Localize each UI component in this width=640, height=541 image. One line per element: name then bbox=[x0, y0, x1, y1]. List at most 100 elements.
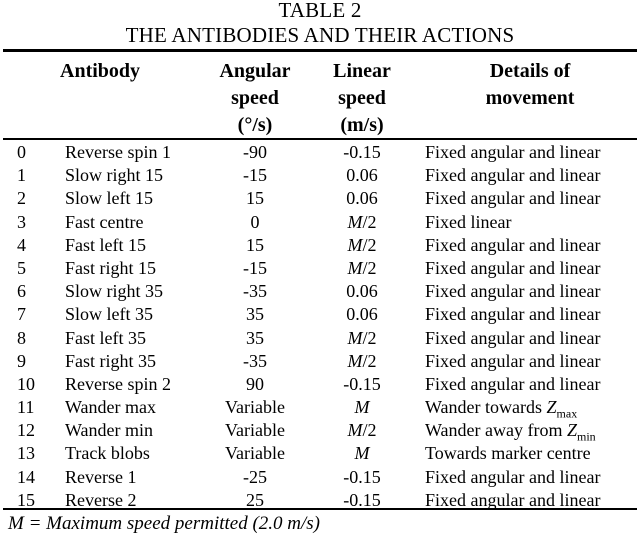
cell-linear-speed: 0.06 bbox=[346, 165, 378, 186]
cell-linear-speed: 0.06 bbox=[346, 188, 378, 209]
cell-details: Fixed angular and linear bbox=[425, 489, 601, 510]
cell-linear-speed: -0.15 bbox=[343, 489, 381, 510]
cell-antibody: Wander max bbox=[65, 397, 157, 418]
cell-linear-speed: M/2 bbox=[347, 211, 377, 232]
cell-antibody: Fast centre bbox=[65, 211, 144, 232]
cell-antibody: Slow right 15 bbox=[65, 165, 164, 186]
cell-details: Fixed linear bbox=[425, 211, 512, 232]
cell-details: Fixed angular and linear bbox=[425, 165, 601, 186]
cell-linear-speed: M/2 bbox=[347, 257, 377, 278]
cell-antibody: Reverse 2 bbox=[65, 489, 137, 510]
cell-details: Fixed angular and linear bbox=[425, 234, 601, 255]
header-linear-line3: (m/s) bbox=[340, 114, 384, 136]
table-row: 10 Reverse spin 2 90 -0.15 Fixed angular and… bbox=[0, 373, 640, 396]
table-title: THE ANTIBODIES AND THEIR ACTIONS bbox=[125, 23, 515, 47]
cell-angular-speed: -25 bbox=[243, 466, 267, 487]
cell-index: 2 bbox=[17, 188, 26, 209]
cell-antibody: Wander min bbox=[65, 420, 154, 441]
table-row: 3 Fast centre 0 M/2 Fixed linear bbox=[0, 211, 640, 234]
cell-linear-speed: 0.06 bbox=[346, 304, 378, 325]
cell-details: Fixed angular and linear bbox=[425, 327, 601, 348]
header-angular-speed: Angular speed (°/s) bbox=[200, 58, 310, 139]
cell-details: Fixed angular and linear bbox=[425, 304, 601, 325]
cell-angular-speed: 15 bbox=[246, 188, 264, 209]
header-antibody: Antibody bbox=[60, 58, 190, 85]
cell-antibody: Fast left 35 bbox=[65, 327, 146, 348]
cell-details: Fixed angular and linear bbox=[425, 257, 601, 278]
cell-linear-speed: 0.06 bbox=[346, 281, 378, 302]
cell-index: 4 bbox=[17, 234, 26, 255]
header-linear-line2: speed bbox=[338, 87, 386, 109]
bottom-rule bbox=[3, 508, 637, 510]
header-angular-line3: (°/s) bbox=[237, 114, 273, 136]
cell-linear-speed: -0.15 bbox=[343, 466, 381, 487]
cell-details: Towards marker centre bbox=[425, 443, 591, 464]
cell-angular-speed: -35 bbox=[243, 350, 267, 371]
header-angular-line2: speed bbox=[231, 87, 279, 109]
cell-antibody: Reverse spin 1 bbox=[65, 142, 171, 162]
cell-index: 13 bbox=[17, 443, 35, 464]
cell-details: Fixed angular and linear bbox=[425, 466, 601, 487]
cell-antibody: Track blobs bbox=[65, 443, 150, 464]
cell-linear-speed: M bbox=[354, 397, 370, 418]
cell-index: 10 bbox=[17, 373, 35, 394]
cell-angular-speed: -35 bbox=[243, 281, 267, 302]
table-row: 1 Slow right 15 -15 0.06 Fixed angular and l… bbox=[0, 164, 640, 187]
table-row: 4 Fast left 15 15 M/2 Fixed angular and line… bbox=[0, 234, 640, 257]
cell-details: Fixed angular and linear bbox=[425, 350, 601, 371]
cell-index: 5 bbox=[17, 257, 26, 278]
header-details: Details of movement bbox=[430, 58, 630, 112]
cell-angular-speed: 15 bbox=[246, 234, 264, 255]
cell-antibody: Fast right 15 bbox=[65, 257, 157, 278]
table-row: 11 Wander max Variable M Wander towards Zmax bbox=[0, 396, 640, 421]
cell-index: 8 bbox=[17, 327, 26, 348]
cell-linear-speed: M/2 bbox=[347, 350, 377, 371]
cell-details: Fixed angular and linear bbox=[425, 142, 601, 162]
table-number: TABLE 2 bbox=[278, 0, 362, 22]
cell-angular-speed: 35 bbox=[246, 304, 264, 325]
cell-angular-speed: Variable bbox=[225, 397, 285, 418]
cell-index: 12 bbox=[17, 420, 35, 441]
cell-linear-speed: M bbox=[354, 443, 370, 464]
cell-angular-speed: -90 bbox=[243, 142, 267, 162]
cell-details: Wander away from Zmin bbox=[425, 420, 596, 444]
cell-linear-speed: M/2 bbox=[347, 327, 377, 348]
table-row: 0 Reverse spin 1 -90 -0.15 Fixed angular and… bbox=[0, 141, 640, 164]
table-row: 6 Slow right 35 -35 0.06 Fixed angular and l… bbox=[0, 280, 640, 303]
cell-antibody: Slow right 35 bbox=[65, 281, 164, 302]
table-body: 0 Reverse spin 1 -90 -0.15 Fixed angular and… bbox=[0, 141, 640, 512]
cell-angular-speed: 0 bbox=[250, 211, 260, 232]
table-row: 13 Track blobs Variable M Towards marker cen… bbox=[0, 442, 640, 465]
cell-index: 0 bbox=[17, 142, 26, 162]
top-rule bbox=[3, 49, 637, 52]
cell-linear-speed: -0.15 bbox=[343, 142, 381, 162]
header-antibody-label: Antibody bbox=[60, 60, 141, 82]
cell-index: 11 bbox=[17, 397, 35, 418]
cell-linear-speed: M/2 bbox=[347, 420, 377, 441]
cell-index: 1 bbox=[17, 165, 26, 186]
cell-details: Fixed angular and linear bbox=[425, 373, 601, 394]
table-row: 15 Reverse 2 25 -0.15 Fixed angular and line… bbox=[0, 489, 640, 512]
cell-index: 15 bbox=[17, 489, 35, 510]
table-row: 5 Fast right 15 -15 M/2 Fixed angular and li… bbox=[0, 257, 640, 280]
cell-angular-speed: 90 bbox=[246, 373, 264, 394]
header-details-line2: movement bbox=[485, 87, 575, 109]
cell-angular-speed: 25 bbox=[246, 489, 264, 510]
header-rule bbox=[3, 138, 637, 140]
cell-details: Fixed angular and linear bbox=[425, 188, 601, 209]
table-footnote: M = Maximum speed permitted (2.0 m/s) bbox=[8, 513, 321, 534]
header-linear-line1: Linear bbox=[333, 60, 391, 82]
cell-details: Wander towards Zmax bbox=[425, 397, 578, 421]
cell-angular-speed: -15 bbox=[243, 257, 267, 278]
cell-index: 9 bbox=[17, 350, 26, 371]
cell-antibody: Reverse spin 2 bbox=[65, 373, 171, 394]
cell-antibody: Reverse 1 bbox=[65, 466, 137, 487]
cell-index: 3 bbox=[17, 211, 26, 232]
cell-antibody: Fast left 15 bbox=[65, 234, 146, 255]
cell-angular-speed: Variable bbox=[225, 420, 285, 441]
table-row: 9 Fast right 35 -35 M/2 Fixed angular and li… bbox=[0, 350, 640, 373]
table-row: 14 Reverse 1 -25 -0.15 Fixed angular and lin… bbox=[0, 466, 640, 489]
cell-antibody: Fast right 35 bbox=[65, 350, 157, 371]
table-row: 8 Fast left 35 35 M/2 Fixed angular and line… bbox=[0, 327, 640, 350]
